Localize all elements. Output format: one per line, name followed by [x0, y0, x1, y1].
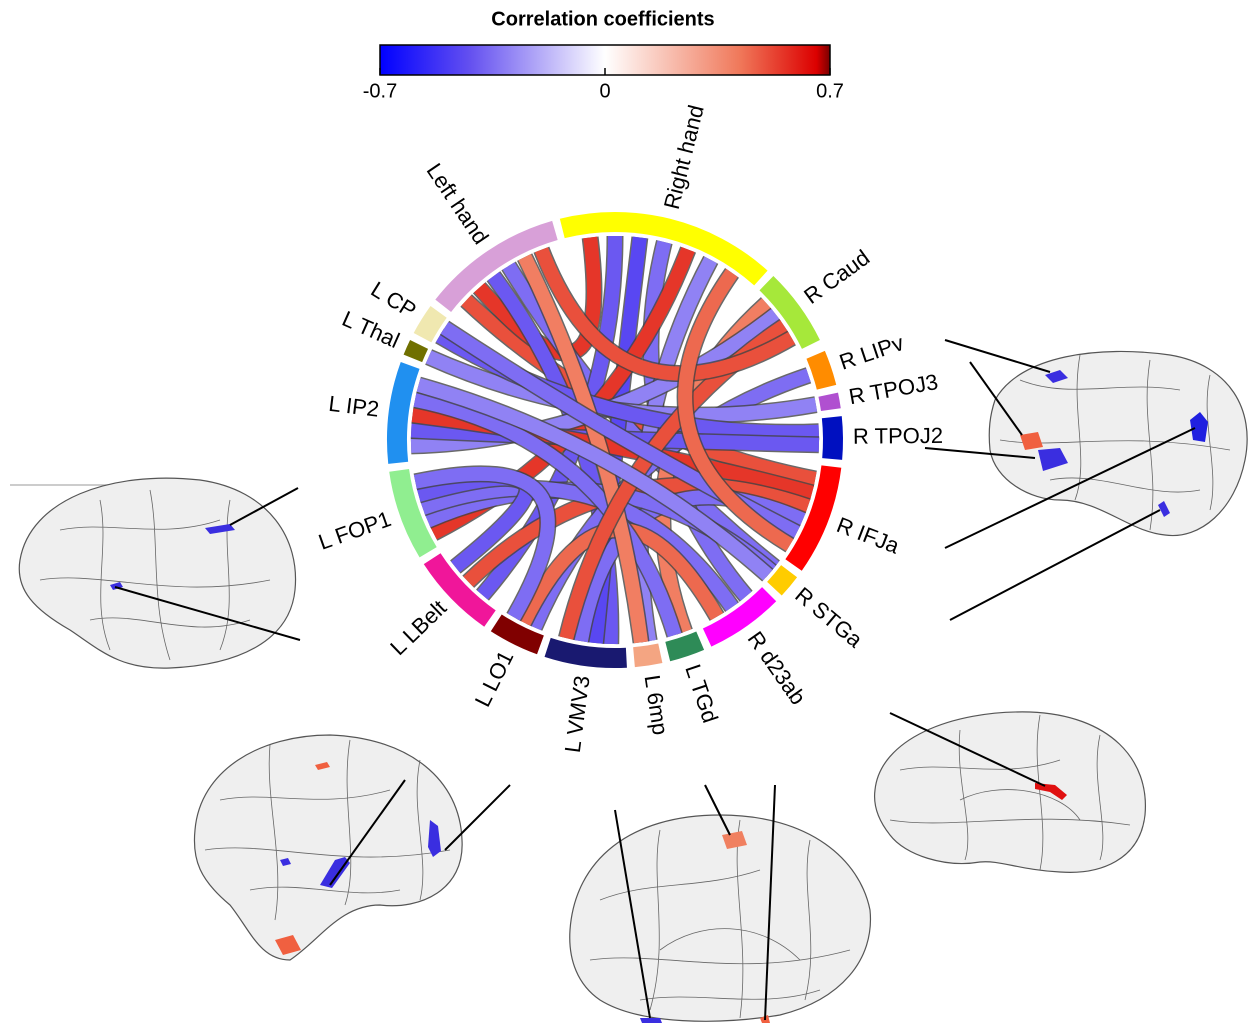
colorbar-tick-label: 0.7 [816, 80, 844, 102]
node-label: L TGd [680, 661, 723, 726]
node-arc [806, 351, 836, 390]
node-label: L CP [367, 276, 421, 323]
node-label: R LIPv [836, 330, 907, 375]
node-label: L LBelt [385, 595, 451, 660]
brain-bottom-center [570, 815, 871, 1023]
node-label: Right hand [659, 102, 709, 211]
brain-bottom-left [194, 735, 462, 960]
node-label: R Caud [799, 245, 874, 309]
colorbar-title: Correlation coefficients [491, 8, 714, 30]
node-label: L 6mp [639, 673, 673, 736]
node-arc [818, 393, 840, 411]
node-label: L VMV3 [560, 674, 595, 754]
node-arc [404, 340, 428, 362]
brain-bottom-right [875, 712, 1146, 872]
node-label: L IP2 [327, 391, 380, 422]
node-label: R d23ab [743, 627, 811, 709]
figure: Correlation coefficients -0.7 0 0.7 Right … [0, 0, 1255, 1026]
node-label: L LO1 [470, 647, 519, 711]
colorbar-tick-label: 0 [599, 80, 610, 102]
node-arc [633, 643, 662, 667]
node-label: L FOP1 [315, 506, 394, 555]
node-label: R TPOJ3 [847, 369, 940, 409]
node-arc [822, 416, 843, 460]
brain-left [19, 478, 295, 668]
node-label: Left hand [422, 159, 494, 249]
colorbar-tick-label: -0.7 [363, 80, 397, 102]
node-label: R IFJa [833, 512, 903, 559]
node-label: R TPOJ2 [853, 423, 943, 449]
node-label: R STGa [790, 582, 868, 653]
